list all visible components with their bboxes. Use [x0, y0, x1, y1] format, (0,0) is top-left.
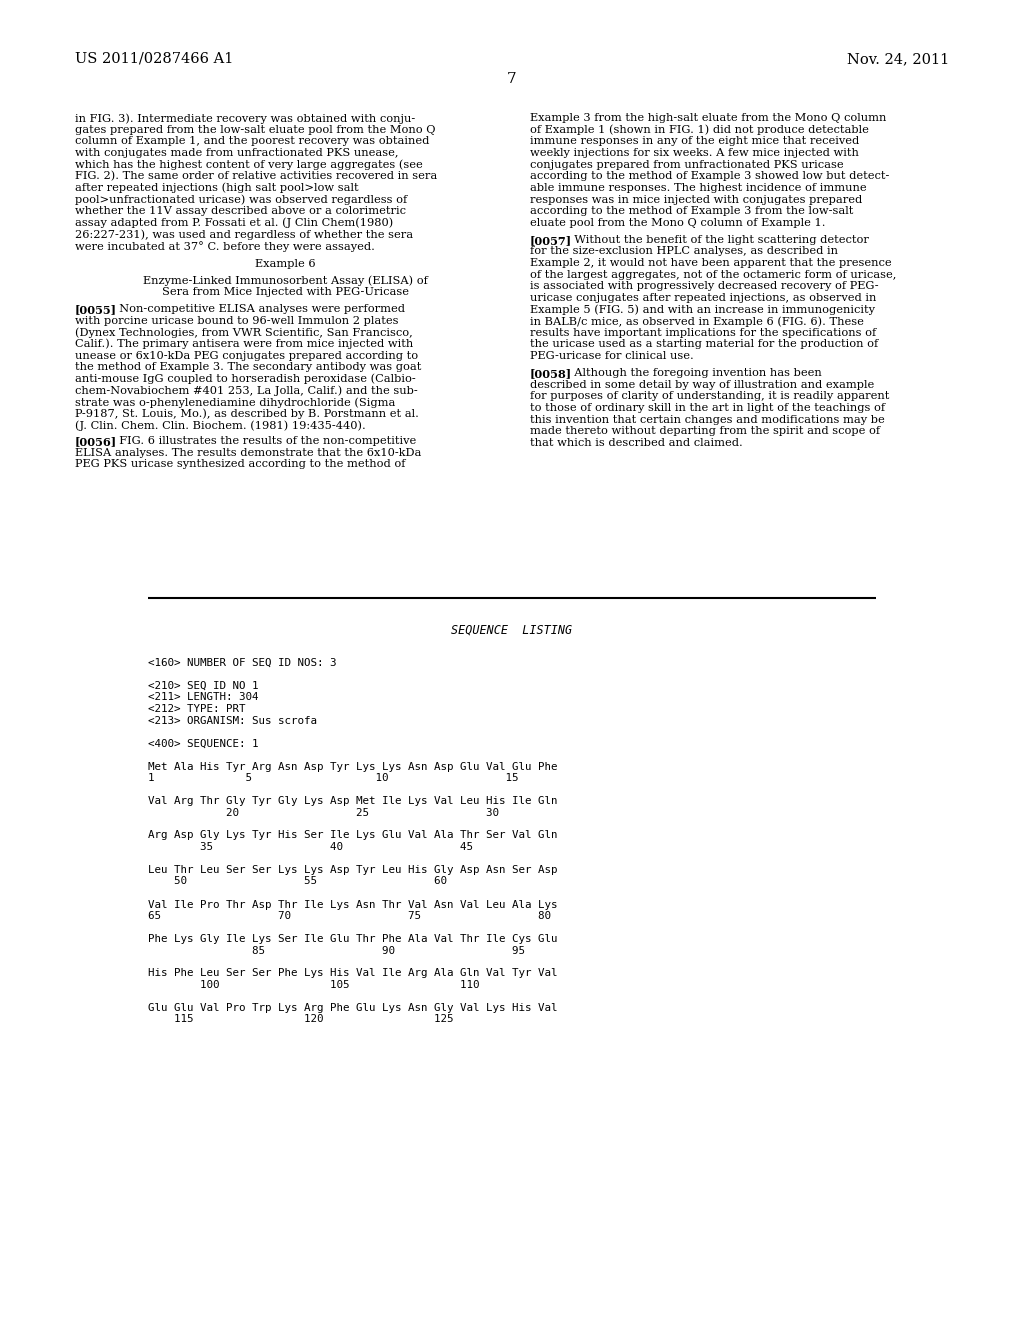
- Text: Non-competitive ELISA analyses were performed: Non-competitive ELISA analyses were perf…: [112, 304, 406, 314]
- Text: 35                  40                  45: 35 40 45: [148, 842, 473, 851]
- Text: immune responses in any of the eight mice that received: immune responses in any of the eight mic…: [530, 136, 859, 147]
- Text: ELISA analyses. The results demonstrate that the 6x10-kDa: ELISA analyses. The results demonstrate …: [75, 447, 421, 458]
- Text: Glu Glu Val Pro Trp Lys Arg Phe Glu Lys Asn Gly Val Lys His Val: Glu Glu Val Pro Trp Lys Arg Phe Glu Lys …: [148, 1003, 557, 1012]
- Text: described in some detail by way of illustration and example: described in some detail by way of illus…: [530, 380, 874, 389]
- Text: Example 3 from the high-salt eluate from the Mono Q column: Example 3 from the high-salt eluate from…: [530, 114, 887, 123]
- Text: <211> LENGTH: 304: <211> LENGTH: 304: [148, 693, 258, 702]
- Text: 100                 105                 110: 100 105 110: [148, 979, 479, 990]
- Text: Although the foregoing invention has been: Although the foregoing invention has bee…: [567, 368, 821, 378]
- Text: after repeated injections (high salt pool>low salt: after repeated injections (high salt poo…: [75, 183, 358, 194]
- Text: strate was o-phenylenediamine dihydrochloride (Sigma: strate was o-phenylenediamine dihydrochl…: [75, 397, 395, 408]
- Text: 7: 7: [507, 73, 517, 86]
- Text: gates prepared from the low-salt eluate pool from the Mono Q: gates prepared from the low-salt eluate …: [75, 124, 435, 135]
- Text: <400> SEQUENCE: 1: <400> SEQUENCE: 1: [148, 738, 258, 748]
- Text: column of Example 1, and the poorest recovery was obtained: column of Example 1, and the poorest rec…: [75, 136, 429, 147]
- Text: Enzyme-Linked Immunosorbent Assay (ELISA) of: Enzyme-Linked Immunosorbent Assay (ELISA…: [142, 276, 427, 286]
- Text: PEG-uricase for clinical use.: PEG-uricase for clinical use.: [530, 351, 693, 362]
- Text: [0057]: [0057]: [530, 235, 572, 246]
- Text: eluate pool from the Mono Q column of Example 1.: eluate pool from the Mono Q column of Ex…: [530, 218, 825, 228]
- Text: according to the method of Example 3 from the low-salt: according to the method of Example 3 fro…: [530, 206, 853, 216]
- Text: assay adapted from P. Fossati et al. (J Clin Chem(1980): assay adapted from P. Fossati et al. (J …: [75, 218, 393, 228]
- Text: responses was in mice injected with conjugates prepared: responses was in mice injected with conj…: [530, 194, 862, 205]
- Text: 50                  55                  60: 50 55 60: [148, 876, 447, 887]
- Text: conjugates prepared from unfractionated PKS uricase: conjugates prepared from unfractionated …: [530, 160, 844, 169]
- Text: with conjugates made from unfractionated PKS unease,: with conjugates made from unfractionated…: [75, 148, 398, 158]
- Text: 26:227-231), was used and regardless of whether the sera: 26:227-231), was used and regardless of …: [75, 230, 413, 240]
- Text: in BALB/c mice, as observed in Example 6 (FIG. 6). These: in BALB/c mice, as observed in Example 6…: [530, 317, 864, 327]
- Text: according to the method of Example 3 showed low but detect-: according to the method of Example 3 sho…: [530, 172, 890, 181]
- Text: (Dynex Technologies, from VWR Scientific, San Francisco,: (Dynex Technologies, from VWR Scientific…: [75, 327, 413, 338]
- Text: of the largest aggregates, not of the octameric form of uricase,: of the largest aggregates, not of the oc…: [530, 269, 896, 280]
- Text: <210> SEQ ID NO 1: <210> SEQ ID NO 1: [148, 681, 258, 690]
- Text: Sera from Mice Injected with PEG-Uricase: Sera from Mice Injected with PEG-Uricase: [162, 286, 409, 297]
- Text: in FIG. 3). Intermediate recovery was obtained with conju-: in FIG. 3). Intermediate recovery was ob…: [75, 114, 416, 124]
- Text: His Phe Leu Ser Ser Phe Lys His Val Ile Arg Ala Gln Val Tyr Val: His Phe Leu Ser Ser Phe Lys His Val Ile …: [148, 969, 557, 978]
- Text: for purposes of clarity of understanding, it is readily apparent: for purposes of clarity of understanding…: [530, 391, 890, 401]
- Text: 1              5                   10                  15: 1 5 10 15: [148, 774, 518, 783]
- Text: [0058]: [0058]: [530, 368, 572, 379]
- Text: Without the benefit of the light scattering detector: Without the benefit of the light scatter…: [567, 235, 869, 244]
- Text: Nov. 24, 2011: Nov. 24, 2011: [847, 51, 949, 66]
- Text: SEQUENCE  LISTING: SEQUENCE LISTING: [452, 624, 572, 638]
- Text: P-9187, St. Louis, Mo.), as described by B. Porstmann et al.: P-9187, St. Louis, Mo.), as described by…: [75, 409, 419, 420]
- Text: <213> ORGANISM: Sus scrofa: <213> ORGANISM: Sus scrofa: [148, 715, 317, 726]
- Text: this invention that certain changes and modifications may be: this invention that certain changes and …: [530, 414, 885, 425]
- Text: Example 6: Example 6: [255, 259, 315, 269]
- Text: Leu Thr Leu Ser Ser Lys Lys Asp Tyr Leu His Gly Asp Asn Ser Asp: Leu Thr Leu Ser Ser Lys Lys Asp Tyr Leu …: [148, 865, 557, 875]
- Text: whether the 11V assay described above or a colorimetric: whether the 11V assay described above or…: [75, 206, 406, 216]
- Text: able immune responses. The highest incidence of immune: able immune responses. The highest incid…: [530, 183, 866, 193]
- Text: Example 5 (FIG. 5) and with an increase in immunogenicity: Example 5 (FIG. 5) and with an increase …: [530, 305, 874, 315]
- Text: the uricase used as a starting material for the production of: the uricase used as a starting material …: [530, 339, 879, 350]
- Text: Example 2, it would not have been apparent that the presence: Example 2, it would not have been appare…: [530, 257, 892, 268]
- Text: with porcine uricase bound to 96-well Immulon 2 plates: with porcine uricase bound to 96-well Im…: [75, 315, 398, 326]
- Text: chem-Novabiochem #401 253, La Jolla, Calif.) and the sub-: chem-Novabiochem #401 253, La Jolla, Cal…: [75, 385, 418, 396]
- Text: <212> TYPE: PRT: <212> TYPE: PRT: [148, 704, 246, 714]
- Text: weekly injections for six weeks. A few mice injected with: weekly injections for six weeks. A few m…: [530, 148, 859, 158]
- Text: were incubated at 37° C. before they were assayed.: were incubated at 37° C. before they wer…: [75, 242, 375, 252]
- Text: to those of ordinary skill in the art in light of the teachings of: to those of ordinary skill in the art in…: [530, 403, 885, 413]
- Text: 65                  70                  75                  80: 65 70 75 80: [148, 911, 551, 921]
- Text: Val Arg Thr Gly Tyr Gly Lys Asp Met Ile Lys Val Leu His Ile Gln: Val Arg Thr Gly Tyr Gly Lys Asp Met Ile …: [148, 796, 557, 807]
- Text: Phe Lys Gly Ile Lys Ser Ile Glu Thr Phe Ala Val Thr Ile Cys Glu: Phe Lys Gly Ile Lys Ser Ile Glu Thr Phe …: [148, 935, 557, 944]
- Text: is associated with progressively decreased recovery of PEG-: is associated with progressively decreas…: [530, 281, 879, 292]
- Text: pool>unfractionated uricase) was observed regardless of: pool>unfractionated uricase) was observe…: [75, 194, 408, 205]
- Text: made thereto without departing from the spirit and scope of: made thereto without departing from the …: [530, 426, 880, 436]
- Text: FIG. 2). The same order of relative activities recovered in sera: FIG. 2). The same order of relative acti…: [75, 172, 437, 182]
- Text: (J. Clin. Chem. Clin. Biochem. (1981) 19:435-440).: (J. Clin. Chem. Clin. Biochem. (1981) 19…: [75, 420, 366, 430]
- Text: unease or 6x10-kDa PEG conjugates prepared according to: unease or 6x10-kDa PEG conjugates prepar…: [75, 351, 418, 360]
- Text: 85                  90                  95: 85 90 95: [148, 945, 525, 956]
- Text: PEG PKS uricase synthesized according to the method of: PEG PKS uricase synthesized according to…: [75, 459, 406, 470]
- Text: [0055]: [0055]: [75, 304, 117, 315]
- Text: US 2011/0287466 A1: US 2011/0287466 A1: [75, 51, 233, 66]
- Text: results have important implications for the specifications of: results have important implications for …: [530, 327, 877, 338]
- Text: Arg Asp Gly Lys Tyr His Ser Ile Lys Glu Val Ala Thr Ser Val Gln: Arg Asp Gly Lys Tyr His Ser Ile Lys Glu …: [148, 830, 557, 841]
- Text: that which is described and claimed.: that which is described and claimed.: [530, 438, 742, 447]
- Text: which has the highest content of very large aggregates (see: which has the highest content of very la…: [75, 160, 423, 170]
- Text: Met Ala His Tyr Arg Asn Asp Tyr Lys Lys Asn Asp Glu Val Glu Phe: Met Ala His Tyr Arg Asn Asp Tyr Lys Lys …: [148, 762, 557, 771]
- Text: <160> NUMBER OF SEQ ID NOS: 3: <160> NUMBER OF SEQ ID NOS: 3: [148, 657, 337, 668]
- Text: of Example 1 (shown in FIG. 1) did not produce detectable: of Example 1 (shown in FIG. 1) did not p…: [530, 124, 869, 135]
- Text: 20                  25                  30: 20 25 30: [148, 808, 499, 817]
- Text: anti-mouse IgG coupled to horseradish peroxidase (Calbio-: anti-mouse IgG coupled to horseradish pe…: [75, 374, 416, 384]
- Text: 115                 120                 125: 115 120 125: [148, 1015, 454, 1024]
- Text: [0056]: [0056]: [75, 436, 117, 447]
- Text: for the size-exclusion HPLC analyses, as described in: for the size-exclusion HPLC analyses, as…: [530, 247, 838, 256]
- Text: the method of Example 3. The secondary antibody was goat: the method of Example 3. The secondary a…: [75, 362, 421, 372]
- Text: Calif.). The primary antisera were from mice injected with: Calif.). The primary antisera were from …: [75, 339, 414, 350]
- Text: Val Ile Pro Thr Asp Thr Ile Lys Asn Thr Val Asn Val Leu Ala Lys: Val Ile Pro Thr Asp Thr Ile Lys Asn Thr …: [148, 899, 557, 909]
- Text: uricase conjugates after repeated injections, as observed in: uricase conjugates after repeated inject…: [530, 293, 877, 302]
- Text: FIG. 6 illustrates the results of the non-competitive: FIG. 6 illustrates the results of the no…: [112, 436, 416, 446]
